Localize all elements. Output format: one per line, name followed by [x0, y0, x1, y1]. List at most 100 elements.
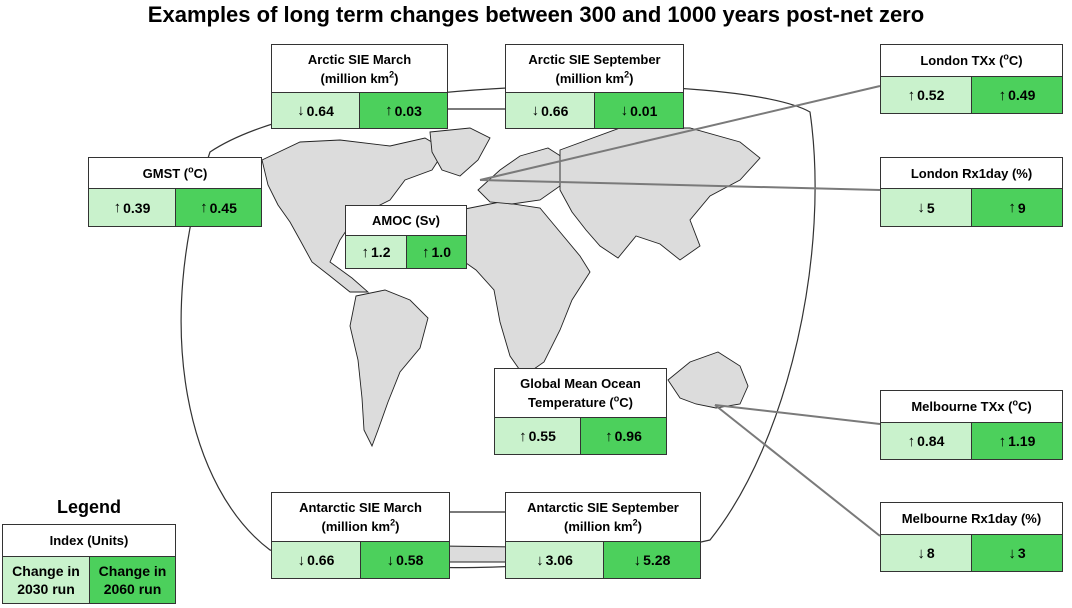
gmst-heading: GMST (oC): [89, 158, 261, 189]
gmst-box: GMST (oC) ↑ 0.39 ↑ 0.45: [88, 157, 262, 227]
melbourne-txx-box: Melbourne TXx (oC) ↑ 0.84 ↑ 1.19: [880, 390, 1063, 460]
melbourne-txx-heading: Melbourne TXx (oC): [881, 391, 1062, 423]
arctic-sie-september-2030-value: 0.66: [541, 102, 569, 119]
melbourne-txx-2060-cell: ↑ 1.19: [972, 423, 1062, 459]
amoc-label: AMOC (Sv): [372, 213, 440, 228]
london-txx-label-end: C): [1008, 53, 1023, 68]
arrow-down-icon: ↓: [1008, 544, 1016, 562]
antarctic-sie-march-units: (million km: [321, 519, 391, 534]
melbourne-rx1day-heading: Melbourne Rx1day (%): [881, 503, 1062, 535]
london-rx1day-box: London Rx1day (%) ↓ 5 ↑ 9: [880, 157, 1063, 227]
gmst-2060-value: 0.45: [209, 199, 237, 216]
melbourne-txx-2060-value: 1.19: [1008, 433, 1036, 449]
antarctic-sie-march-heading: Antarctic SIE March (million km2): [272, 493, 449, 542]
amoc-2030-value: 1.2: [371, 244, 391, 260]
amoc-2060-cell: ↑ 1.0: [407, 236, 466, 268]
melbourne-txx-label-sup: o: [1012, 397, 1018, 408]
london-rx1day-2030-cell: ↓ 5: [881, 189, 972, 226]
arrow-up-icon: ↑: [998, 86, 1007, 104]
gmot-2030-value: 0.55: [528, 428, 556, 444]
antarctic-sie-march-label: Antarctic SIE March: [299, 500, 422, 515]
london-rx1day-2060-value: 9: [1017, 199, 1026, 216]
legend-2060-line2: 2060 run: [103, 581, 162, 597]
antarctic-sie-march-2030-cell: ↓ 0.66: [272, 542, 361, 578]
arrow-up-icon: ↑: [200, 199, 208, 216]
london-rx1day-label: London Rx1day (%): [910, 165, 1033, 181]
amoc-2030-cell: ↑ 1.2: [346, 236, 407, 268]
melbourne-rx1day-2030-cell: ↓ 8: [881, 535, 972, 571]
legend-title: Legend: [56, 497, 121, 517]
melbourne-rx1day-box: Melbourne Rx1day (%) ↓ 8 ↓ 3: [880, 502, 1063, 572]
arctic-sie-september-box: Arctic SIE September (million km2) ↓ 0.66…: [505, 44, 684, 129]
gmot-label-sup: o: [613, 393, 620, 404]
gmot-heading: Global Mean Ocean Temperature (oC): [495, 369, 666, 418]
legend-2030-cell: Change in 2030 run: [3, 557, 90, 603]
melbourne-txx-2030-value: 0.84: [917, 433, 945, 449]
melbourne-rx1day-2030-value: 8: [926, 545, 935, 561]
connector-london-rx1day: [479, 179, 881, 191]
melbourne-rx1day-2060-cell: ↓ 3: [972, 535, 1062, 571]
arctic-sie-september-label: Arctic SIE September: [528, 51, 661, 67]
gmot-label-end: C): [619, 395, 633, 410]
arrow-up-icon: ↑: [907, 86, 916, 104]
antarctic-sie-september-2060-value: 5.28: [643, 552, 671, 568]
arrow-up-icon: ↑: [519, 427, 527, 445]
antarctic-sie-march-2060-value: 0.58: [396, 552, 424, 568]
gmot-label-line2: Temperature (: [528, 395, 614, 410]
arrow-up-icon: ↑: [385, 102, 393, 119]
asia-landmass: [559, 127, 761, 261]
connector-london-txx: [479, 85, 881, 181]
arctic-sie-march-label: Arctic SIE March: [307, 51, 412, 67]
london-txx-2060-value: 0.49: [1008, 87, 1036, 103]
legend-2030-line1: Change in: [12, 563, 80, 579]
arctic-sie-march-units-end: ): [394, 70, 399, 86]
connector-melbourne-rx1day: [714, 404, 881, 537]
london-rx1day-2030-value: 5: [926, 199, 935, 216]
arrow-down-icon: ↓: [536, 551, 544, 569]
south-america-landmass: [349, 289, 429, 448]
arctic-sie-march-2060-value: 0.03: [394, 102, 422, 119]
legend-2030-line2: 2030 run: [17, 581, 75, 597]
arrow-up-icon: ↑: [361, 243, 370, 261]
antarctic-sie-september-units-end: ): [637, 519, 642, 534]
london-rx1day-2060-cell: ↑ 9: [972, 189, 1062, 226]
london-txx-label-sup: o: [1003, 51, 1009, 62]
gmot-label: Global Mean Ocean: [520, 376, 641, 391]
greenland-landmass: [429, 127, 491, 177]
antarctic-sie-march-2030-value: 0.66: [307, 552, 335, 568]
legend-index-label: Index (Units): [49, 533, 129, 548]
arctic-sie-september-2030-cell: ↓ 0.66: [506, 93, 595, 128]
amoc-box: AMOC (Sv) ↑ 1.2 ↑ 1.0: [345, 205, 467, 269]
melbourne-rx1day-2060-value: 3: [1017, 545, 1026, 561]
arrow-down-icon: ↓: [297, 102, 305, 119]
arrow-up-icon: ↑: [422, 243, 430, 261]
arrow-down-icon: ↓: [917, 544, 925, 562]
arctic-sie-march-box: Arctic SIE March (million km2) ↓ 0.64 ↑ 0.…: [271, 44, 448, 129]
melbourne-txx-label-end: C): [1017, 399, 1032, 414]
london-txx-2030-cell: ↑ 0.52: [881, 77, 972, 113]
arctic-sie-september-units-sup: 2: [624, 69, 630, 80]
gmot-box: Global Mean Ocean Temperature (oC) ↑ 0.55…: [494, 368, 667, 455]
gmot-2060-value: 0.96: [614, 428, 642, 444]
arrow-up-icon: ↑: [113, 199, 122, 216]
connector-lines: [448, 85, 881, 537]
antarctic-sie-september-2030-cell: ↓ 3.06: [506, 542, 604, 578]
amoc-heading: AMOC (Sv): [346, 206, 466, 236]
legend-2060-cell: Change in 2060 run: [90, 557, 175, 603]
arctic-sie-march-2030-value: 0.64: [306, 102, 334, 119]
australia-landmass: [667, 351, 749, 409]
london-txx-label: London TXx (: [920, 53, 1004, 68]
gmst-label: GMST (: [142, 165, 189, 181]
legend-2060-line1: Change in: [98, 563, 167, 579]
africa-landmass: [449, 201, 591, 377]
amoc-2060-value: 1.0: [431, 244, 451, 260]
gmot-2030-cell: ↑ 0.55: [495, 418, 581, 454]
arctic-sie-september-2060-cell: ↓ 0.01: [595, 93, 683, 128]
antarctic-sie-september-label: Antarctic SIE September: [527, 500, 679, 515]
antarctic-sie-september-units-sup: 2: [632, 517, 638, 528]
antarctic-sie-march-units-sup: 2: [390, 517, 396, 528]
arctic-sie-march-units-sup: 2: [389, 69, 395, 80]
arctic-sie-march-units: (million km: [320, 70, 390, 86]
arctic-sie-march-2060-cell: ↑ 0.03: [360, 93, 447, 128]
gmst-label-sup: o: [188, 164, 194, 175]
